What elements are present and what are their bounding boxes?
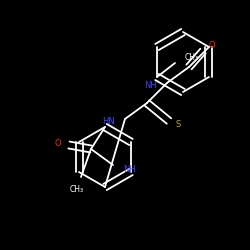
Text: S: S <box>175 120 180 130</box>
Text: CH₃: CH₃ <box>185 52 199 62</box>
Text: HN: HN <box>102 118 115 126</box>
Text: O: O <box>209 42 215 50</box>
Text: O: O <box>54 138 61 147</box>
Text: NH: NH <box>123 164 136 173</box>
Text: NH: NH <box>144 82 157 90</box>
Text: CH₃: CH₃ <box>70 184 84 194</box>
